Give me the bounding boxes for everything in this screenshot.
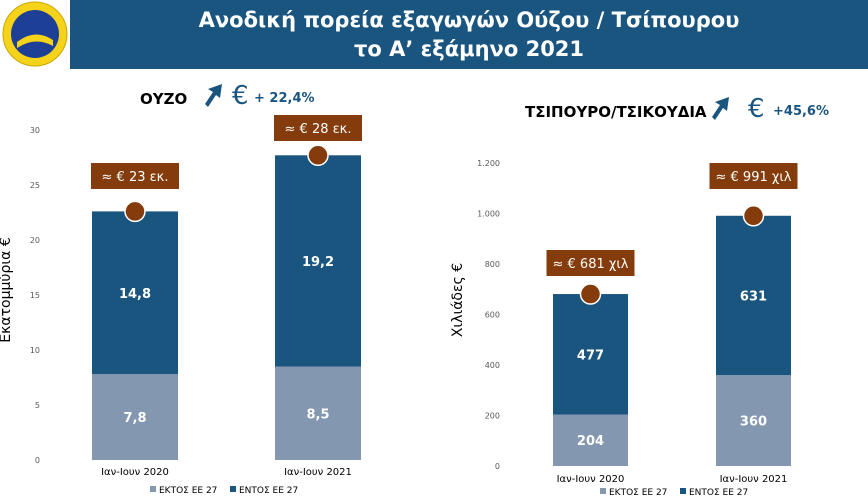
y-tick-label: 5	[35, 401, 40, 410]
legend-label: ΕΝΤΟΣ ΕΕ 27	[239, 486, 298, 496]
y-tick-label: 800	[485, 260, 500, 269]
growth-label: +45,6%	[773, 104, 829, 119]
total-callout	[274, 115, 362, 141]
y-tick-label: 1.000	[477, 210, 500, 219]
total-marker	[742, 205, 765, 227]
total-callout	[91, 163, 179, 189]
legend-label: ΕΚΤΟΣ ΕΕ 27	[609, 488, 667, 498]
y-tick-label: 10	[30, 346, 40, 355]
y-tick-label: 15	[30, 291, 40, 300]
legend-swatch	[600, 488, 606, 494]
bar-entos	[92, 211, 178, 375]
total-callout	[709, 163, 798, 189]
legend-swatch	[150, 486, 156, 492]
bar-ektos	[553, 414, 628, 466]
x-tick-label: Ιαν-Ιουν 2021	[720, 474, 788, 485]
total-marker	[124, 200, 146, 223]
total-callout-label: ≈ € 28 εκ.	[285, 122, 352, 137]
chart-title: ΟΥΖΟ	[140, 90, 187, 108]
legend-label: ΕΝΤΟΣ ΕΕ 27	[689, 488, 748, 498]
data-label: 8,5	[306, 407, 329, 422]
data-label: 204	[577, 434, 604, 449]
total-callout-label: ≈ € 991 χιλ	[716, 170, 792, 185]
page-title-line1: Ανοδική πορεία εξαγωγών Ούζου / Τσίπουρο…	[198, 8, 740, 32]
total-marker	[307, 144, 329, 167]
bar-entos	[716, 215, 791, 376]
title-banner: Ανοδική πορεία εξαγωγών Ούζου / Τσίπουρο…	[70, 0, 868, 69]
page-title-line2: το Α’ εξάμηνο 2021	[353, 37, 585, 61]
data-label: 477	[577, 348, 604, 363]
y-tick-label: 0	[35, 456, 40, 465]
y-axis-label: Εκατομμύρια €	[0, 237, 14, 342]
x-tick-label: Ιαν-Ιουν 2020	[557, 474, 625, 485]
data-label: 631	[740, 289, 767, 304]
up-arrow-icon	[712, 97, 729, 120]
total-callout-label: ≈ € 23 εκ.	[102, 170, 169, 185]
data-label: 7,8	[123, 411, 146, 426]
data-label: 19,2	[302, 255, 334, 270]
bar-ektos	[275, 366, 361, 460]
y-tick-label: 200	[485, 412, 500, 421]
y-tick-label: 25	[30, 181, 40, 190]
y-tick-label: 400	[485, 361, 500, 370]
euro-icon: €	[232, 81, 249, 111]
total-callout-label: ≈ € 681 χιλ	[553, 257, 629, 272]
legend-swatch	[680, 488, 686, 494]
euro-icon: €	[748, 94, 765, 124]
up-arrow-icon	[205, 84, 222, 107]
data-label: 14,8	[119, 287, 151, 302]
growth-label: + 22,4%	[254, 91, 315, 106]
y-axis-label: Χιλιάδες €	[450, 263, 466, 337]
y-tick-label: 600	[485, 311, 500, 320]
y-tick-label: 1.200	[477, 159, 500, 168]
y-tick-label: 20	[30, 236, 40, 245]
bar-ektos	[92, 374, 178, 460]
y-tick-label: 30	[30, 126, 40, 135]
legend-label: ΕΚΤΟΣ ΕΕ 27	[159, 486, 217, 496]
legend-swatch	[230, 486, 236, 492]
x-tick-label: Ιαν-Ιουν 2020	[101, 467, 169, 478]
bar-entos	[275, 155, 361, 367]
data-label: 360	[740, 415, 767, 430]
bar-entos	[553, 294, 628, 415]
pgi-logo	[0, 0, 70, 69]
total-marker	[579, 283, 602, 305]
y-tick-label: 0	[495, 462, 500, 471]
bar-ektos	[716, 375, 791, 466]
total-callout	[546, 250, 635, 276]
chart-title: ΤΣΙΠΟΥΡΟ/ΤΣΙΚΟΥΔΙΑ	[525, 103, 707, 121]
x-tick-label: Ιαν-Ιουν 2021	[284, 467, 352, 478]
